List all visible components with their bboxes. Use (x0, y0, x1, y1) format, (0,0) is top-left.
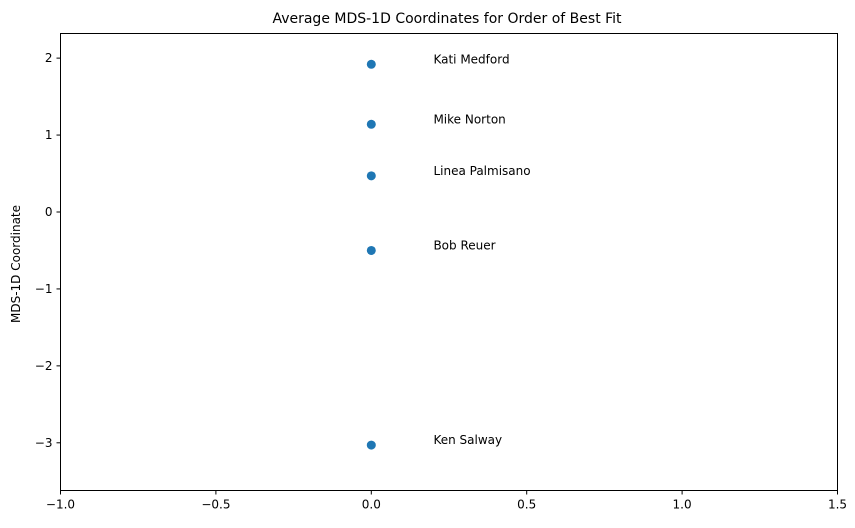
data-point (366, 171, 376, 181)
y-tick-label: 2 (45, 51, 53, 65)
y-tick-label: 0 (45, 205, 53, 219)
data-point (366, 59, 376, 69)
data-point (366, 440, 376, 450)
data-point (366, 119, 376, 129)
x-tick-label: −0.5 (201, 498, 230, 512)
y-tick-label: 1 (45, 128, 53, 142)
x-tick-label: 0.0 (362, 498, 381, 512)
y-tick-label: −1 (35, 282, 53, 296)
y-tick-label: −2 (35, 359, 53, 373)
chart-title: Average MDS-1D Coordinates for Order of … (272, 11, 622, 27)
x-tick-label: 0.5 (517, 498, 536, 512)
plot-area-frame (60, 33, 838, 491)
y-axis-label: MDS-1D Coordinate (9, 205, 23, 323)
point-label: Ken Salway (433, 433, 502, 447)
point-label: Mike Norton (433, 112, 505, 126)
x-tick-label: 1.5 (828, 498, 847, 512)
point-label: Bob Reuer (433, 238, 495, 252)
y-tick-label: −3 (35, 436, 53, 450)
x-tick-label: 1.0 (673, 498, 692, 512)
point-label: Linea Palmisano (433, 164, 530, 178)
data-point (366, 245, 376, 255)
point-label: Kati Medford (433, 52, 509, 66)
x-tick-label: −1.0 (46, 498, 75, 512)
